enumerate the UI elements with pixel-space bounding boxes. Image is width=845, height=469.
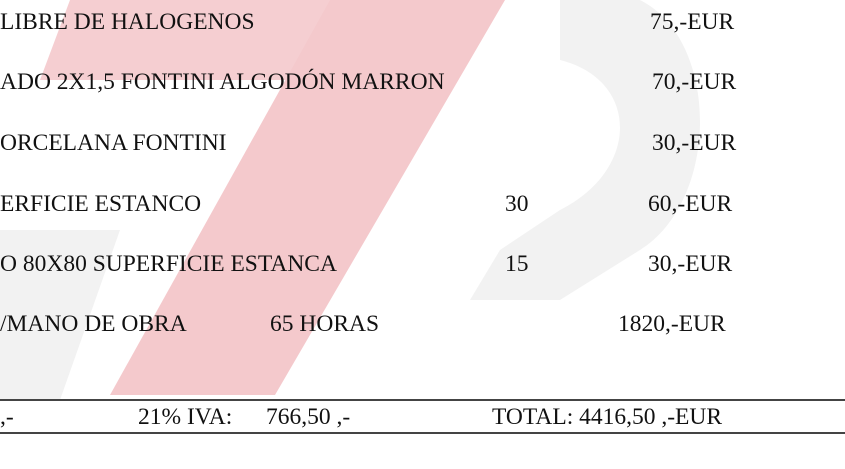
iva-value: 766,50 ,-	[266, 404, 351, 430]
total-line-bottom	[0, 432, 845, 434]
item-quantity: 65 HORAS	[270, 311, 380, 337]
item-description: /MANO DE OBRA	[0, 311, 187, 337]
subtotal-fragment: ,-	[0, 404, 14, 430]
grand-total: TOTAL: 4416,50 ,-EUR	[492, 404, 723, 430]
item-price: 30,-EUR	[652, 130, 737, 156]
item-quantity: 30	[505, 191, 529, 217]
watermark-red-stripe	[110, 0, 505, 395]
item-price: 30,-EUR	[648, 251, 733, 277]
watermark-red-bar	[40, 0, 340, 80]
watermark-gray-shape	[0, 0, 700, 400]
item-price: 75,-EUR	[650, 9, 735, 35]
item-price: 60,-EUR	[648, 191, 733, 217]
item-price: 1820,-EUR	[618, 311, 726, 337]
item-quantity: 15	[505, 251, 529, 277]
item-description: LIBRE DE HALOGENOS	[0, 9, 255, 35]
item-description: ORCELANA FONTINI	[0, 130, 227, 156]
iva-label: 21% IVA:	[138, 404, 233, 430]
total-line-top	[0, 399, 845, 401]
item-price: 70,-EUR	[652, 69, 737, 95]
item-description: ERFICIE ESTANCO	[0, 191, 202, 217]
item-description: ADO 2X1,5 FONTINI ALGODÓN MARRON	[0, 69, 445, 95]
item-description: O 80X80 SUPERFICIE ESTANCA	[0, 251, 337, 277]
